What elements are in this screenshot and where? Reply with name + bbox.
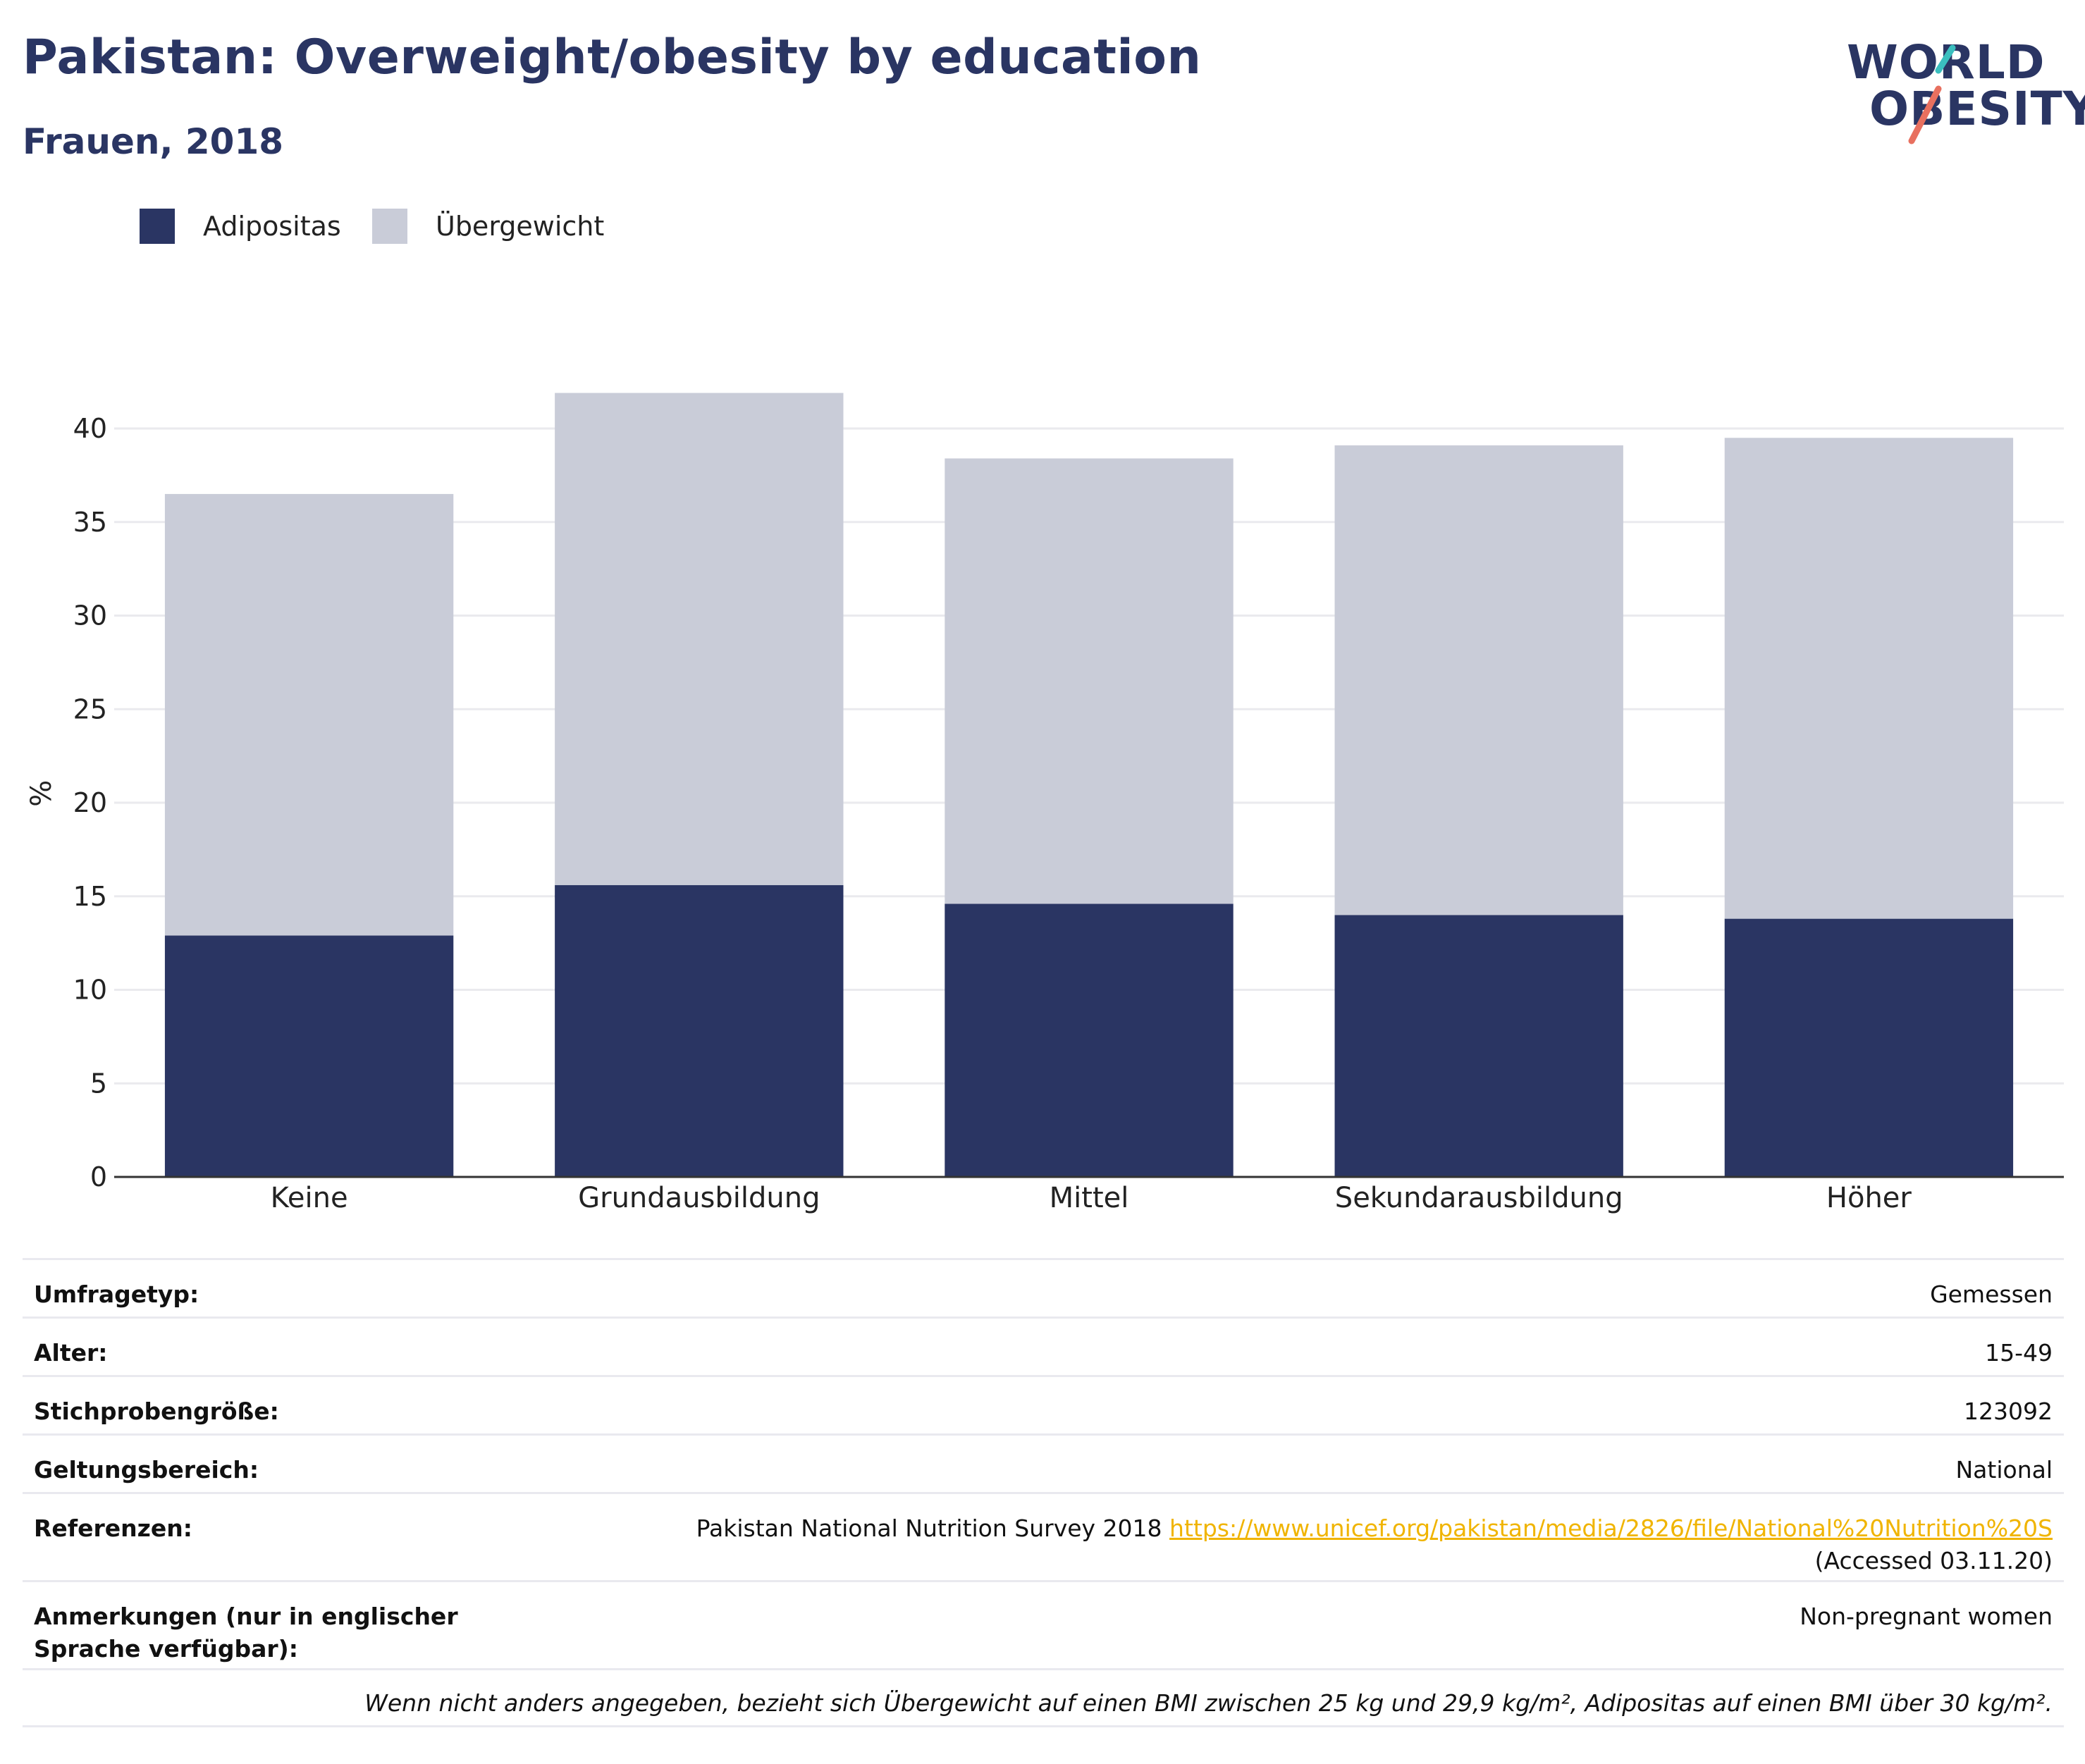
y-tick-label: 25 (73, 693, 107, 724)
x-tick-label: Höher (1826, 1182, 1912, 1214)
bar-overweight (164, 493, 454, 936)
bar-overweight (945, 458, 1234, 904)
x-tick-label: Sekundarausbildung (1335, 1182, 1623, 1214)
bar-obesity (945, 903, 1234, 1177)
logo-text-obesity: OBESITY (1869, 82, 2085, 136)
bar-obesity (164, 935, 454, 1177)
x-tick-label: Mittel (1050, 1182, 1129, 1214)
info-row-age: Alter: 15-49 (23, 1316, 2064, 1375)
reference-link[interactable]: https://www.unicef.org/pakistan/media/28… (1169, 1515, 2053, 1542)
bar-obesity (1724, 918, 2014, 1177)
x-tick-label: Grundausbildung (578, 1182, 820, 1214)
info-label: Alter: (34, 1339, 108, 1367)
y-tick-label: 30 (73, 600, 107, 631)
logo-slash-icon (1908, 44, 1956, 144)
info-row-coverage: Geltungsbereich: National (23, 1433, 2064, 1492)
bar-obesity (555, 884, 844, 1177)
info-label: Referenzen: (34, 1515, 192, 1542)
info-label: Stichprobengröße: (34, 1398, 279, 1425)
y-tick-label: 5 (90, 1068, 107, 1099)
info-row-footnote: Wenn nicht anders angegeben, bezieht sic… (23, 1668, 2064, 1727)
legend-item-obesity[interactable]: Adipositas (140, 209, 341, 244)
y-tick-label: 15 (73, 881, 107, 912)
y-tick-label: 20 (73, 787, 107, 818)
info-value: Gemessen (1930, 1281, 2053, 1308)
reference-accessed: (Accessed 03.11.20) (1814, 1547, 2053, 1574)
info-value: 15-49 (1985, 1339, 2053, 1367)
info-table: Umfragetyp: Gemessen Alter: 15-49 Stichp… (23, 1258, 2064, 1727)
legend-swatch-overweight (372, 209, 407, 244)
y-tick-label: 10 (73, 975, 107, 1006)
info-label: Umfragetyp: (34, 1281, 199, 1308)
bar-obesity (1334, 915, 1623, 1177)
bar-overweight (555, 393, 844, 885)
chart-title: Pakistan: Overweight/obesity by educatio… (23, 30, 1202, 85)
info-value: National (1955, 1456, 2053, 1484)
y-tick-label: 40 (73, 413, 107, 444)
info-row-notes: Anmerkungen (nur in englischer Sprache v… (23, 1580, 2064, 1668)
legend-item-overweight[interactable]: Übergewicht (372, 209, 604, 244)
world-obesity-logo[interactable]: WORLD OBESITY (1833, 21, 2085, 148)
info-value: 123092 (1964, 1398, 2053, 1425)
info-value: Non-pregnant women (1800, 1603, 2053, 1630)
bar-overweight (1724, 438, 2014, 919)
y-tick-label: 35 (73, 507, 107, 538)
footnote: Wenn nicht anders angegeben, bezieht sic… (364, 1689, 2053, 1717)
info-row-sample-size: Stichprobengröße: 123092 (23, 1375, 2064, 1433)
legend-label-obesity: Adipositas (203, 211, 341, 242)
y-axis-label: % (25, 780, 58, 807)
info-value-reference: Pakistan National Nutrition Survey 2018 … (608, 1512, 2053, 1577)
bar-chart: 0 5 10 15 20 25 30 35 40% Keine Grundausbildung Mit… (25, 393, 2064, 1214)
info-row-references: Referenzen: Pakistan National Nutrition … (23, 1492, 2064, 1580)
bar-overweight (1334, 445, 1623, 915)
reference-text: Pakistan National Nutrition Survey 2018 (696, 1515, 1162, 1542)
info-label: Anmerkungen (nur in englischer Sprache v… (34, 1603, 458, 1663)
info-label: Geltungsbereich: (34, 1456, 259, 1484)
legend-swatch-obesity (140, 209, 175, 244)
x-tick-label: Keine (271, 1182, 348, 1214)
legend-label-overweight: Übergewicht (436, 211, 605, 242)
chart-subtitle: Frauen, 2018 (23, 121, 284, 162)
y-tick-label: 0 (90, 1161, 107, 1192)
info-row-survey-type: Umfragetyp: Gemessen (23, 1258, 2064, 1316)
